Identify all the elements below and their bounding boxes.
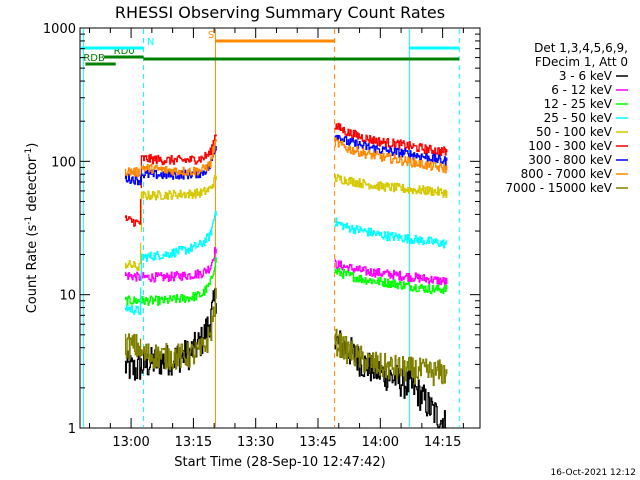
y-tick-label: 10 — [59, 289, 76, 304]
series-line-3-seg-1 — [140, 210, 217, 281]
x-tick-label: 14:15 — [424, 435, 461, 450]
series-100-300-kev — [124, 122, 448, 227]
series-line-7-seg-1 — [140, 139, 217, 176]
y-tick-label: 1 — [68, 422, 76, 437]
flag-label-rdb: RDB — [83, 53, 105, 64]
legend-label-0: 3 - 6 keV — [559, 69, 613, 83]
y-axis: 1 10 100 1000 — [43, 22, 480, 437]
legend-header-1: Det 1,3,4,5,6,9, — [534, 41, 628, 55]
series-line-1-seg-1 — [140, 247, 217, 283]
series-line-5-seg-0 — [124, 199, 142, 227]
series-6-12-kev — [124, 247, 448, 286]
series-line-8-seg-1 — [140, 287, 217, 371]
y-axis-label-sup1: -1 — [24, 216, 34, 225]
series-line-0-seg-0 — [124, 350, 142, 381]
legend-label-5: 100 - 300 keV — [528, 139, 612, 153]
series-line-6-seg-0 — [124, 173, 142, 186]
series-line-3-seg-2 — [334, 217, 448, 249]
series-line-2-seg-2 — [334, 267, 448, 295]
series-line-7-seg-2 — [334, 137, 448, 174]
x-tick-label: 13:00 — [112, 435, 149, 450]
flag-bars: RDB RD0 N S — [81, 30, 460, 66]
x-axis: 13:00 13:15 13:30 13:45 14:00 14:15 — [89, 28, 464, 450]
legend-label-3: 25 - 50 keV — [544, 111, 613, 125]
x-tick-label: 13:30 — [237, 435, 274, 450]
plot-frame — [79, 27, 481, 429]
legend-label-2: 12 - 25 keV — [544, 97, 613, 111]
x-axis-label: Start Time (28-Sep-10 12:47:42) — [174, 455, 385, 470]
vertical-markers — [82, 29, 460, 427]
series-line-8-seg-2 — [334, 328, 448, 386]
y-tick-label: 100 — [51, 155, 76, 170]
series-line-1-seg-2 — [334, 259, 448, 286]
legend-header-2: FDecim 1, Att 0 — [535, 55, 628, 69]
series-line-5-seg-2 — [334, 122, 448, 157]
series-line-4-seg-2 — [334, 174, 448, 198]
x-tick-label: 14:00 — [362, 435, 399, 450]
legend-label-1: 6 - 12 keV — [551, 83, 613, 97]
footer-timestamp: 16-Oct-2021 12:12 — [551, 468, 636, 478]
series-25-50-kev — [124, 210, 448, 316]
series-line-2-seg-1 — [140, 257, 217, 307]
y-axis-label-mid: detector — [25, 156, 40, 216]
series-layer — [124, 122, 448, 429]
series-line-4-seg-1 — [140, 174, 217, 232]
flag-label-rd0: RD0 — [114, 46, 135, 57]
legend-label-8: 7000 - 15000 keV — [505, 181, 612, 195]
series-line-1-seg-0 — [124, 271, 142, 282]
series-50-100-kev — [124, 174, 448, 271]
x-tick-label: 13:15 — [175, 435, 212, 450]
series-line-3-seg-0 — [124, 287, 142, 316]
legend-label-4: 50 - 100 keV — [536, 125, 613, 139]
y-axis-label-end: ) — [25, 143, 40, 148]
series-line-6-seg-2 — [334, 134, 448, 167]
series-7000-15000-kev — [124, 287, 448, 386]
series-800-7000-kev — [124, 137, 448, 178]
series-line-4-seg-0 — [124, 242, 142, 271]
y-axis-label: Count Rate (s-1 detector-1) — [24, 143, 40, 314]
series-line-2-seg-0 — [124, 295, 142, 306]
chart-title: RHESSI Observing Summary Count Rates — [115, 3, 445, 22]
legend-label-6: 300 - 800 keV — [528, 153, 612, 167]
series-line-0-seg-2 — [334, 330, 447, 429]
series-12-25-kev — [124, 257, 448, 307]
flag-label-s: S — [208, 30, 214, 41]
legend: Det 1,3,4,5,6,9, FDecim 1, Att 0 3 - 6 k… — [505, 41, 628, 195]
flag-label-n: N — [147, 37, 154, 48]
legend-label-7: 800 - 7000 keV — [521, 167, 613, 181]
series-line-5-seg-1 — [140, 134, 217, 189]
series-line-7-seg-0 — [124, 167, 142, 178]
x-tick-label: 13:45 — [299, 435, 336, 450]
y-axis-label-main: Count Rate (s — [25, 225, 40, 314]
series-line-8-seg-0 — [124, 333, 142, 360]
y-tick-label: 1000 — [43, 22, 76, 37]
y-axis-label-sup2: -1 — [24, 148, 34, 157]
